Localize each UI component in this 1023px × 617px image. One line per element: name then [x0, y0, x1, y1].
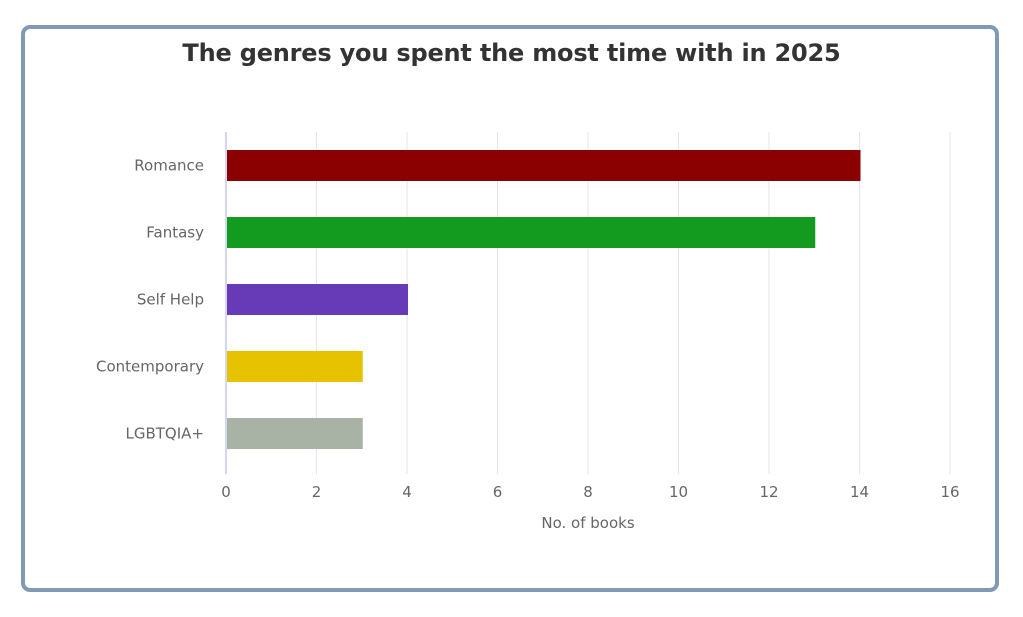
category-label: Romance	[134, 157, 204, 175]
x-tick-label: 0	[221, 483, 231, 501]
x-tick-label: 12	[759, 483, 778, 501]
category-label: Contemporary	[96, 358, 204, 376]
x-tick-label: 6	[493, 483, 503, 501]
category-label: LGBTQIA+	[126, 425, 205, 443]
x-tick-label: 14	[850, 483, 869, 501]
bars	[227, 150, 861, 449]
x-axis-label: No. of books	[541, 514, 634, 532]
x-tick-label: 4	[402, 483, 412, 501]
category-labels: Romance Fantasy Self Help Contemporary LGBTQ…	[96, 157, 204, 443]
x-tick-labels: 0 2 4 6 8 10 12 14 16	[221, 483, 959, 501]
bar-romance	[227, 150, 861, 181]
x-tick-label: 10	[669, 483, 688, 501]
bar-fantasy	[227, 217, 816, 248]
category-label: Self Help	[137, 291, 204, 309]
bar-self-help	[227, 284, 408, 315]
bar-contemporary	[227, 351, 363, 382]
grid-lines	[316, 132, 951, 474]
chart-title: The genres you spent the most time with …	[182, 39, 841, 67]
bar-lgbtqia	[227, 418, 363, 449]
x-tick-label: 16	[940, 483, 959, 501]
chart-card	[21, 25, 999, 592]
x-tick-label: 2	[312, 483, 322, 501]
category-label: Fantasy	[146, 224, 204, 242]
x-tick-label: 8	[583, 483, 593, 501]
